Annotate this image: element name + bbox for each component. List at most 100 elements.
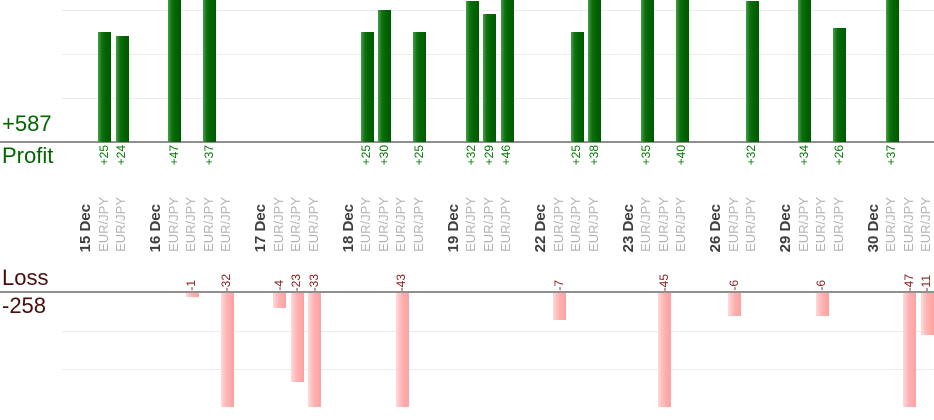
instrument-label: EUR/JPY [918,197,934,252]
instrument-label: EUR/JPY [813,197,829,252]
profit-gridline [62,10,934,11]
instrument-label: EUR/JPY [165,197,181,252]
date-label: 16 Dec [147,203,164,252]
trade-value-label: +38 [586,145,601,166]
instrument-label: EUR/JPY [95,197,111,252]
trade-value-label: +24 [114,145,129,166]
date-label: 19 Dec [444,203,462,252]
trade-value-label: -7 [551,280,566,291]
instrument-label: EUR/JPY [585,197,601,252]
loss-bar[interactable] [395,293,409,407]
trade-value-label: -1 [184,280,199,291]
instrument-label: EUR/JPY [568,197,584,252]
instrument-label: EUR/JPY [830,197,846,252]
profit-bar[interactable] [115,36,129,142]
profit-bar[interactable] [413,32,427,142]
trade-value-label: -33 [306,273,321,291]
trade-value-label: +34 [796,145,811,166]
loss-bar[interactable] [553,293,567,320]
trade-value-label: +25 [569,145,584,166]
loss-bar[interactable] [920,293,934,336]
instrument-label: EUR/JPY [638,197,654,252]
profit-bar[interactable] [675,0,689,142]
profit-bar[interactable] [465,1,479,142]
loss-bar[interactable] [290,293,304,382]
instrument-label: EUR/JPY [218,197,234,252]
date-label: 23 Dec [619,203,637,252]
trade-value-label: -47 [901,273,916,291]
profit-bar[interactable] [98,32,112,142]
date-label: 26 Dec [707,203,724,252]
instrument-label: EUR/JPY [393,197,409,252]
trade-value-label: +26 [831,145,846,166]
trade-value-label: -4 [271,280,286,291]
trade-value-label: +46 [499,145,514,166]
profit-baseline [0,141,934,143]
instrument-label: EUR/JPY [375,197,391,252]
instrument-label: EUR/JPY [900,197,916,252]
instrument-label: EUR/JPY [463,197,479,252]
trade-value-label: +35 [639,145,654,166]
instrument-label: EUR/JPY [795,197,811,252]
profit-bar[interactable] [885,0,899,142]
loss-axis-title: Loss [2,265,49,290]
profit-bar[interactable] [483,14,497,142]
trade-value-label: -11 [919,274,934,291]
profit-bar[interactable] [168,0,182,142]
profit-axis-title: Profit [2,143,54,168]
loss-bar[interactable] [815,293,829,317]
trade-value-label: -6 [814,280,829,291]
profit-total: +587 [2,111,52,136]
instrument-label: EUR/JPY [883,197,899,252]
instrument-label: EUR/JPY [410,197,426,252]
trade-value-label: -23 [289,273,304,291]
date-label: 18 Dec [339,203,357,252]
loss-bar[interactable] [728,293,742,317]
trade-value-label: +29 [481,145,496,166]
date-label: 22 Dec [532,203,549,252]
instrument-label: EUR/JPY [743,197,759,252]
loss-bar[interactable] [220,293,234,407]
profit-bar[interactable] [798,0,812,142]
profit-bar[interactable] [745,1,759,142]
profit-bar[interactable] [500,0,514,142]
trade-value-label: +40 [674,145,689,166]
loss-gridline [62,331,934,332]
trade-value-label: -43 [394,273,409,291]
trade-value-label: +30 [376,145,391,166]
profit-bar[interactable] [360,32,374,142]
date-label: 30 Dec [864,203,882,252]
trade-value-label: +25 [359,145,374,166]
profit-bar[interactable] [588,0,602,142]
instrument-label: EUR/JPY [725,197,741,252]
instrument-label: EUR/JPY [113,197,129,252]
profit-bar[interactable] [640,0,654,142]
profit-gridline [62,54,934,55]
instrument-label: EUR/JPY [183,197,199,252]
instrument-label: EUR/JPY [673,197,689,252]
trade-value-label: -45 [656,273,671,291]
instrument-label: EUR/JPY [305,197,321,252]
loss-bar[interactable] [185,293,199,297]
profit-bar[interactable] [570,32,584,142]
date-label: 15 Dec [77,203,94,252]
loss-baseline [0,291,934,293]
trade-value-label: +37 [884,145,899,166]
loss-bar[interactable] [273,293,287,309]
trade-value-label: +25 [96,145,111,166]
loss-gridline [62,369,934,370]
instrument-label: EUR/JPY [200,197,216,252]
loss-bar[interactable] [903,293,917,407]
profit-bar[interactable] [378,10,392,142]
trade-value-label: +32 [464,145,479,166]
profit-bar[interactable] [833,27,847,142]
trade-value-label: +32 [744,145,759,166]
profit-gridline [62,98,934,99]
loss-bar[interactable] [308,293,322,407]
instrument-label: EUR/JPY [550,197,566,252]
loss-bar[interactable] [658,293,672,407]
date-label: 17 Dec [252,203,269,252]
instrument-label: EUR/JPY [655,197,671,252]
profit-bar[interactable] [203,0,217,142]
